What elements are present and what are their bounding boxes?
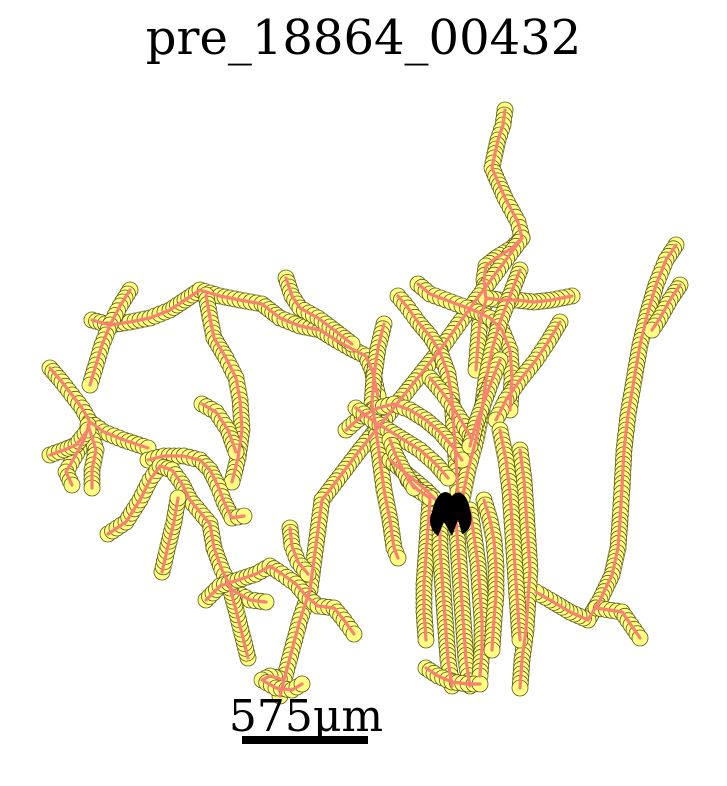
- trace-branch-line: [278, 316, 380, 398]
- trace-branch-line: [88, 288, 132, 387]
- trace-branch-line: [468, 508, 484, 678]
- figure-title: pre_18864_00432: [145, 10, 582, 66]
- trace-branch-line: [460, 268, 522, 502]
- trace-branch-line: [284, 276, 354, 346]
- trace-branch-line: [146, 454, 246, 520]
- trace-branch-line: [416, 282, 514, 412]
- trace-branch-line: [260, 674, 304, 692]
- trace-branch-line: [204, 293, 244, 484]
- trace-branch-line: [370, 322, 400, 560]
- trace-branch-line: [160, 496, 180, 574]
- trace-branch-line: [494, 320, 562, 422]
- trace-branch-line: [388, 458, 438, 502]
- trace-branch-line: [90, 288, 282, 327]
- trace-branch-line: [424, 666, 482, 686]
- trace-branch-line: [428, 376, 472, 438]
- trace-branch-line: [482, 498, 498, 652]
- trace-branch-line: [106, 464, 216, 550]
- trace-branch-line: [278, 498, 324, 698]
- scale-bar-label: 575μm: [228, 691, 384, 742]
- trace-branch-line: [228, 586, 250, 660]
- trace-branch-line: [48, 428, 90, 457]
- trace-branch-line: [388, 438, 416, 490]
- trace-branch-line: [490, 108, 524, 240]
- soma-shape: [430, 492, 472, 536]
- trace-branch-line: [650, 283, 682, 332]
- trace-branch-line: [438, 518, 454, 688]
- trace-lines: [48, 108, 682, 698]
- scale-bar: [242, 736, 368, 744]
- trace-branch-line: [484, 294, 574, 304]
- trace-branch-line: [200, 402, 238, 454]
- trace-branch-line: [396, 294, 460, 494]
- trace-branch-line: [88, 420, 150, 450]
- trace-branch-line: [474, 236, 524, 372]
- trace-branch-line: [468, 358, 502, 448]
- trace-branch-line: [320, 236, 524, 502]
- trace-branch-line: [422, 498, 432, 642]
- trace-branch-line: [354, 406, 450, 480]
- trace-branch-line: [304, 594, 356, 636]
- trace-branch-line: [518, 448, 532, 690]
- trace-branch-line: [344, 402, 464, 462]
- trace-branch-line: [498, 428, 522, 642]
- soma-marker: [430, 492, 472, 536]
- trace-branch-line: [288, 526, 310, 576]
- trace-branch-line: [620, 243, 678, 490]
- trace-branch-line: [204, 564, 308, 602]
- trace-branch-line: [594, 606, 642, 640]
- trace-branch-line: [534, 486, 624, 622]
- trace-branch-line: [454, 518, 472, 688]
- trace-branch-line: [86, 423, 98, 490]
